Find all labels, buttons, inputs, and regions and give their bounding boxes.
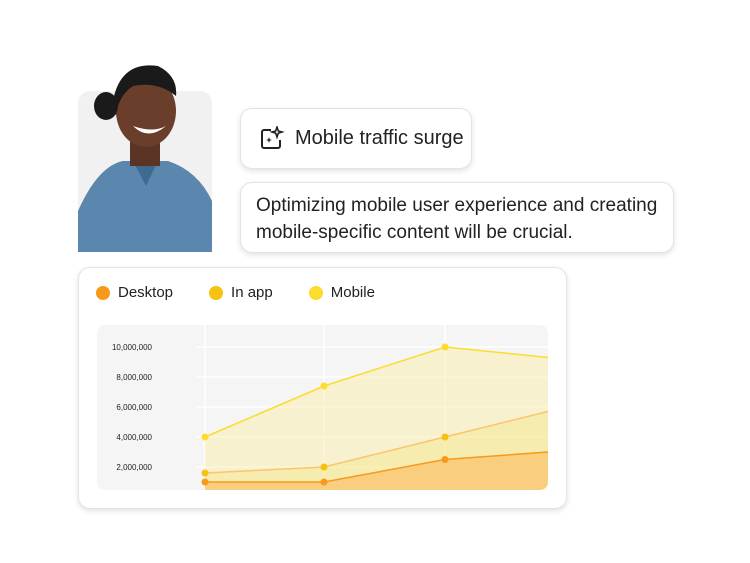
area-desktop: [205, 452, 548, 490]
data-point-desktop: [320, 478, 328, 486]
description-line: Optimizing mobile user experience and cr…: [256, 195, 658, 216]
data-point-in-app: [201, 469, 209, 477]
data-point-mobile: [320, 382, 328, 390]
line-mobile: [204, 346, 548, 438]
description-line: mobile-specific content will be crucial.: [256, 222, 573, 243]
chart-legend: Desktop In app Mobile: [96, 284, 411, 301]
y-tick-label: 4,000,000: [116, 433, 152, 442]
legend-swatch: [308, 285, 323, 300]
insight-title-card: Mobile traffic surge: [240, 108, 472, 169]
legend-label: In app: [231, 284, 273, 301]
data-point-desktop: [441, 456, 449, 463]
person-photo: [78, 65, 212, 252]
insight-description: Optimizing mobile user experience and cr…: [256, 192, 657, 246]
y-tick-label: 10,000,000: [112, 343, 153, 352]
traffic-chart-card: Desktop In app Mobile 2,000,000 4,000,000 6,…: [78, 267, 567, 509]
legend-swatch: [209, 285, 224, 300]
area-chart: 2,000,000 4,000,000 6,000,000 8,000,000 10,0…: [97, 325, 548, 490]
sparkle-frame-icon: [261, 125, 285, 149]
insight-title: Mobile traffic surge: [295, 127, 464, 149]
y-tick-label: 8,000,000: [116, 373, 152, 382]
y-tick-label: 6,000,000: [116, 403, 152, 412]
insight-description-card: Optimizing mobile user experience and cr…: [240, 182, 674, 253]
data-point-desktop: [201, 478, 209, 486]
line-desktop: [205, 451, 548, 483]
plot-area: [197, 325, 548, 490]
person-illustration: [78, 65, 212, 252]
line-in-app: [204, 410, 548, 474]
legend-swatch: [96, 285, 110, 300]
data-point-in-app: [320, 463, 328, 471]
legend-item-mobile: Mobile: [308, 284, 375, 301]
data-point-mobile: [441, 343, 449, 351]
legend-item-desktop: Desktop: [96, 284, 173, 301]
legend-item-in-app: In app: [209, 284, 273, 301]
data-point-mobile: [201, 433, 209, 441]
y-tick-label: 2,000,000: [116, 463, 152, 472]
data-point-in-app: [441, 433, 449, 441]
legend-label: Mobile: [330, 284, 375, 301]
legend-label: Desktop: [118, 284, 174, 301]
